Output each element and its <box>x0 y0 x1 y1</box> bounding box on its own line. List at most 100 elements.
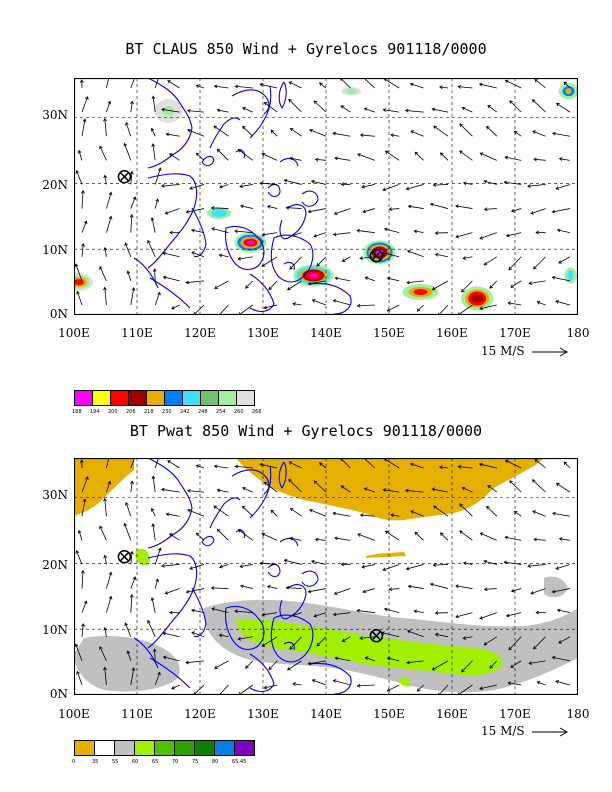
wind-vector-head <box>486 125 490 130</box>
wind-vector <box>462 487 473 493</box>
wind-vector-head <box>552 511 556 516</box>
wind-vector <box>532 510 546 517</box>
wind-vector-head <box>157 167 162 172</box>
wind-vector <box>486 506 498 517</box>
wind-vector-head <box>171 686 175 690</box>
wind-vector-head <box>211 227 216 231</box>
wind-vector-head <box>388 587 393 592</box>
wind-vector <box>262 232 278 236</box>
wind-vector-head <box>486 505 490 510</box>
wind-vector-head <box>80 569 85 574</box>
wind-vector <box>361 184 375 188</box>
wind-vector-head <box>81 623 85 627</box>
wind-vector <box>104 555 107 565</box>
wind-vector <box>186 660 205 664</box>
wind-vector <box>171 304 180 310</box>
wind-vector-head <box>313 233 318 238</box>
wind-vector <box>514 131 522 137</box>
wind-vector <box>217 529 229 541</box>
cloud-cluster <box>234 232 267 253</box>
wind-vector <box>527 564 546 567</box>
wind-vector-head <box>270 509 275 514</box>
colorbar-swatch <box>218 390 237 406</box>
wind-vectors <box>74 78 571 315</box>
wind-vector-head <box>162 655 167 660</box>
wind-vector <box>187 490 205 493</box>
wind-vector-head <box>261 152 266 157</box>
wind-vector-head <box>219 564 223 569</box>
wind-vector-head <box>489 285 493 289</box>
wind-vector-head <box>289 156 294 161</box>
wind-vector <box>487 485 498 493</box>
panel1-ref-vector-arrow <box>532 347 569 357</box>
colorbar-tick-label: 65.45 <box>232 759 247 765</box>
wind-vector <box>483 560 497 565</box>
wind-vector-head <box>479 306 483 311</box>
wind-vector-head <box>384 530 389 535</box>
wind-vector-head <box>530 211 535 215</box>
wind-vector <box>439 466 449 469</box>
wind-vector-head <box>150 127 155 132</box>
wind-vector-head <box>242 486 246 491</box>
wind-vector <box>166 133 180 137</box>
wind-vector-head <box>313 613 318 618</box>
wind-vector-head <box>439 85 443 90</box>
wind-vector <box>438 684 449 695</box>
wind-vector-head <box>414 531 419 536</box>
wind-vector <box>532 99 546 113</box>
wind-vector <box>124 143 132 161</box>
wind-vector <box>104 118 107 137</box>
wind-vector-head <box>362 209 367 214</box>
wind-vector <box>440 532 449 541</box>
wind-vector <box>555 300 571 306</box>
wind-vector <box>390 514 400 517</box>
wind-vector <box>508 302 522 306</box>
colorbar-swatch <box>114 740 135 756</box>
wind-vector <box>78 530 83 541</box>
wind-vector-head <box>75 550 80 554</box>
wind-vector <box>169 153 180 161</box>
wind-vector <box>433 184 449 186</box>
wind-vector-head <box>314 157 319 162</box>
wind-vector-head <box>234 464 239 469</box>
wind-vector <box>461 660 473 673</box>
wind-vector <box>319 462 327 469</box>
colorbar-tick-label: 260 <box>234 409 244 415</box>
wind-vector-head <box>237 149 242 153</box>
wind-vector <box>383 109 400 113</box>
wind-vector <box>235 85 253 89</box>
wind-vector <box>532 479 546 493</box>
wind-vector-head <box>558 260 562 264</box>
wind-vector <box>359 256 375 259</box>
wind-vector <box>154 458 159 469</box>
wind-vector-head <box>151 523 156 527</box>
wind-vector <box>213 125 229 137</box>
wind-vector <box>387 277 400 282</box>
wind-vector <box>455 232 473 238</box>
panel2-lat-label: 30N <box>42 488 68 502</box>
wind-vector <box>410 463 424 469</box>
wind-vector <box>455 612 473 618</box>
wind-vector-head <box>242 505 246 510</box>
wind-vector <box>214 280 229 289</box>
wind-vector <box>127 650 132 662</box>
wind-vector-head <box>334 656 339 661</box>
wind-vector-head <box>386 276 391 281</box>
wind-vector <box>75 643 83 662</box>
wind-vector-head <box>455 234 460 239</box>
wind-vector-head <box>126 650 131 655</box>
wind-vector <box>463 636 473 639</box>
wind-vector <box>163 276 180 282</box>
wind-vector <box>104 498 107 517</box>
panel2-lon-label: 180 <box>566 707 590 721</box>
wind-vector <box>196 152 205 161</box>
wind-vector-head <box>171 306 175 310</box>
wind-vector <box>151 597 156 613</box>
wind-vector-head <box>81 243 85 247</box>
wind-vector <box>187 110 205 113</box>
colorbar-swatch <box>128 390 147 406</box>
wind-vector-head <box>483 179 488 184</box>
wind-vector-head <box>462 256 467 260</box>
wind-vector <box>510 660 522 668</box>
wind-vector <box>360 514 375 517</box>
